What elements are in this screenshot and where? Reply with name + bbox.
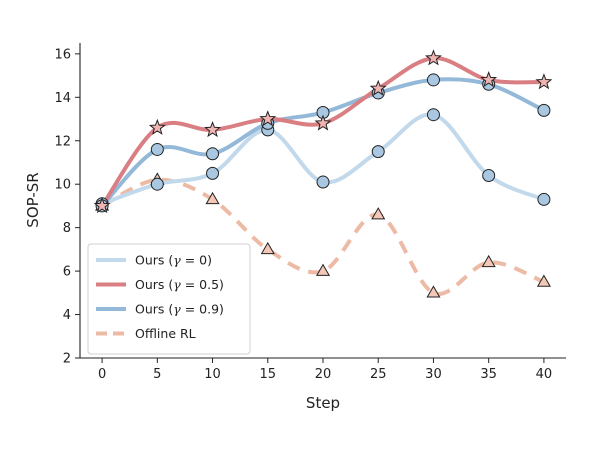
- y-tick-label: 8: [63, 221, 71, 236]
- x-tick-label: 25: [370, 367, 387, 382]
- marker-offline-rl: [481, 254, 496, 268]
- series-line-gamma-0: [100, 112, 546, 206]
- x-tick-label: 15: [259, 367, 276, 382]
- marker-gamma-0-9: [150, 142, 164, 156]
- x-tick-label: 0: [98, 367, 106, 382]
- legend: Ours (γ = 0) Ours (γ = 0.5) Ours (γ = 0.9)…: [87, 243, 251, 355]
- y-tick-label: 6: [63, 265, 71, 280]
- marker-offline-rl: [426, 285, 441, 298]
- marker-offline-rl: [205, 191, 220, 205]
- marker-gamma-0-5: [93, 197, 111, 214]
- marker-gamma-0: [316, 175, 330, 189]
- marker-gamma-0-9: [206, 147, 220, 161]
- marker-offline-rl: [536, 274, 551, 287]
- x-tick-label: 20: [315, 367, 332, 382]
- marker-gamma-0-9: [537, 103, 551, 117]
- x-tick-label: 40: [536, 367, 553, 382]
- marker-gamma-0-5: [148, 118, 166, 135]
- marker-gamma-0-5: [369, 79, 387, 96]
- legend-label: Ours (γ = 0.5): [135, 277, 224, 292]
- x-axis-label: Step: [306, 394, 340, 412]
- marker-offline-rl: [260, 241, 275, 255]
- y-tick-label: 12: [54, 134, 71, 149]
- marker-gamma-0-9: [426, 73, 440, 87]
- y-tick-label: 10: [54, 178, 71, 193]
- marker-gamma-0-5: [204, 121, 222, 138]
- x-tick-label: 10: [204, 367, 221, 382]
- marker-gamma-0-5: [480, 71, 498, 88]
- marker-gamma-0: [371, 145, 385, 159]
- x-tick-label: 30: [425, 367, 442, 382]
- axes: 0 5 10 15 20 25 30 35 40 2 4 6 8 10 12 14 16: [54, 43, 566, 382]
- legend-label: Offline RL: [135, 326, 196, 341]
- marker-gamma-0-5: [424, 49, 442, 66]
- marker-gamma-0-5: [314, 114, 332, 131]
- legend-label: Ours (γ = 0): [135, 253, 212, 268]
- y-tick-label: 14: [54, 91, 71, 106]
- marker-gamma-0-5: [535, 73, 553, 90]
- series-markers: [93, 49, 553, 298]
- y-tick-label: 4: [63, 308, 71, 323]
- y-tick-label: 16: [54, 47, 71, 62]
- marker-gamma-0: [150, 177, 164, 191]
- marker-gamma-0: [482, 169, 496, 183]
- marker-offline-rl: [315, 263, 331, 276]
- marker-gamma-0: [537, 192, 551, 206]
- marker-gamma-0: [206, 166, 220, 180]
- y-axis-label: SOP-SR: [24, 172, 42, 227]
- y-tick-label: 2: [63, 352, 71, 367]
- legend-label: Ours (γ = 0.9): [135, 302, 224, 317]
- x-tick-label: 5: [153, 367, 161, 382]
- marker-offline-rl: [371, 207, 386, 220]
- marker-gamma-0-5: [259, 110, 277, 127]
- x-tick-label: 35: [480, 367, 497, 382]
- series-line-offline-rl: [101, 177, 545, 296]
- marker-gamma-0: [426, 108, 440, 122]
- legend-box: [87, 243, 251, 355]
